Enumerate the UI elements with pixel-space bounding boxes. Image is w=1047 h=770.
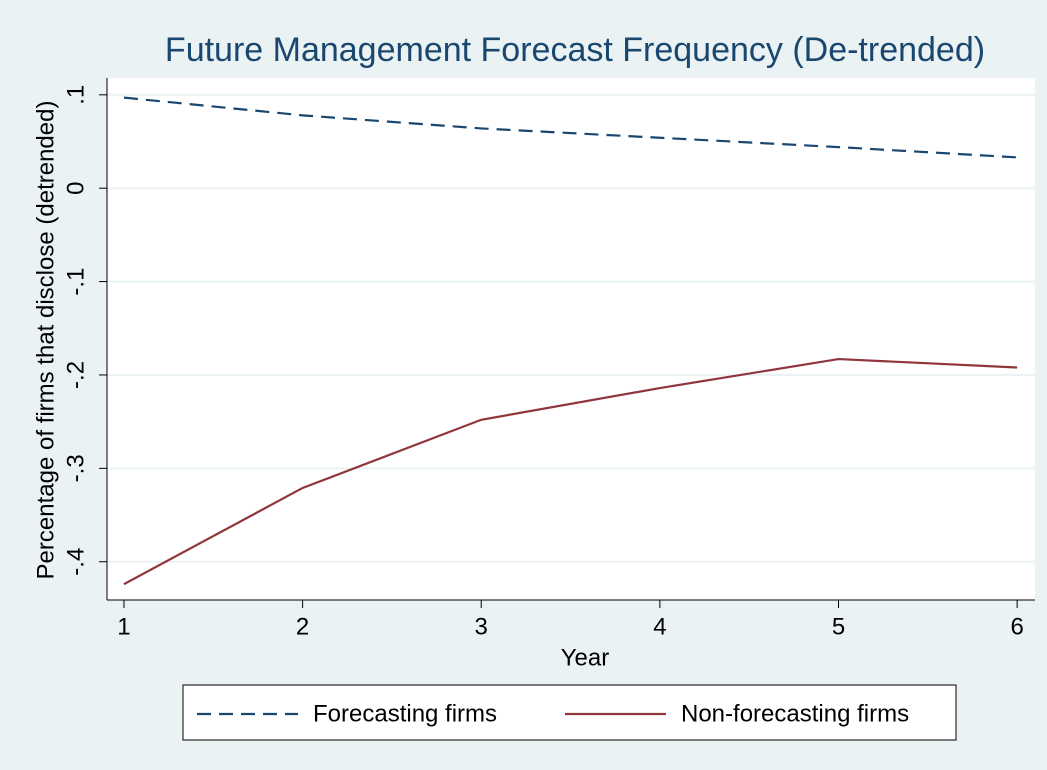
x-tick-label: 6 — [1010, 613, 1023, 640]
x-tick-label: 1 — [117, 613, 130, 640]
series-line — [123, 96, 1018, 159]
y-tick-label: .1 — [62, 85, 89, 105]
plot-area — [107, 78, 1035, 600]
x-axis-label: Year — [561, 644, 610, 671]
y-tick-label: -.3 — [62, 454, 89, 482]
x-tick-label: 5 — [832, 613, 845, 640]
y-tick-label: -.2 — [62, 361, 89, 389]
x-tick-label: 3 — [475, 613, 488, 640]
y-tick-label: -.4 — [62, 548, 89, 576]
y-tick-label: 0 — [62, 182, 89, 195]
legend — [182, 684, 957, 741]
legend-label: Non-forecasting firms — [681, 700, 909, 727]
chart-title: Future Management Forecast Frequency (De… — [165, 31, 985, 69]
y-tick-label: -.1 — [62, 268, 89, 296]
legend-label: Forecasting firms — [313, 700, 497, 727]
series-line — [123, 357, 1018, 586]
y-axis-label: Percentage of firms that disclose (detre… — [32, 101, 59, 580]
x-tick-label: 2 — [296, 613, 309, 640]
x-tick-label: 4 — [653, 613, 666, 640]
